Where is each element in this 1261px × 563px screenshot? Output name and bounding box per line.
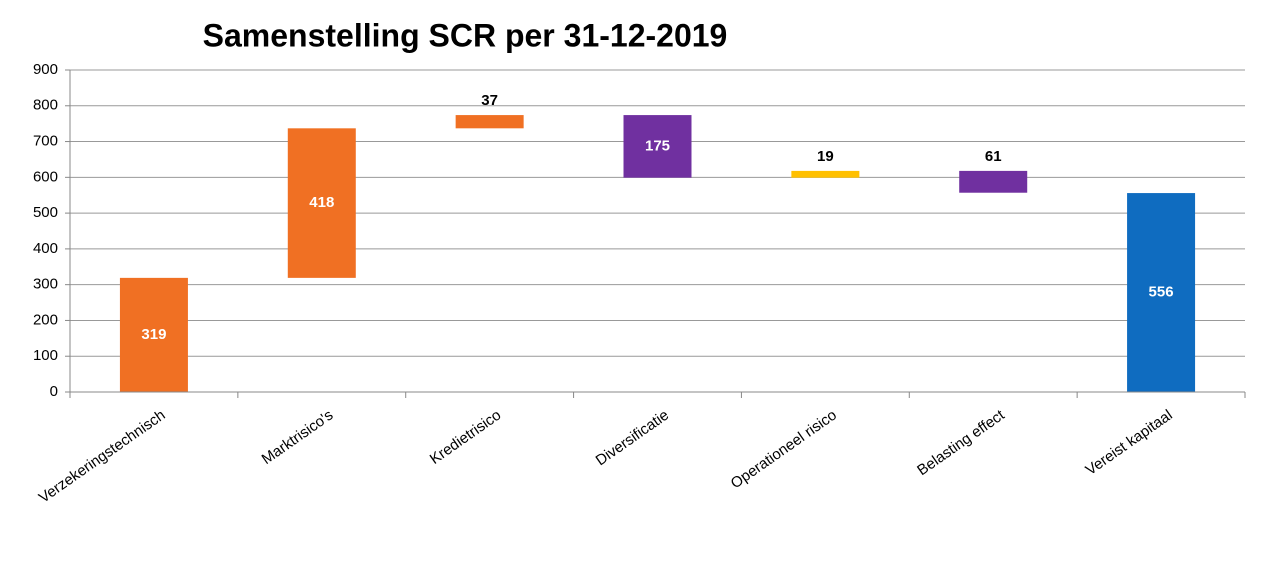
y-tick-label: 100 bbox=[33, 347, 58, 364]
bar bbox=[455, 115, 524, 129]
y-tick-label: 200 bbox=[33, 311, 58, 328]
value-label: 418 bbox=[309, 194, 334, 211]
value-label: 319 bbox=[141, 326, 166, 343]
value-label: 556 bbox=[1149, 284, 1174, 301]
x-tick-label: Belasting effect bbox=[914, 406, 1008, 479]
bar bbox=[791, 170, 860, 178]
y-tick-label: 900 bbox=[33, 61, 58, 78]
x-tick-label: Vereist kapitaal bbox=[1083, 407, 1176, 479]
y-tick-label: 500 bbox=[33, 204, 58, 221]
value-label: 19 bbox=[817, 148, 834, 165]
chart-title: Samenstelling SCR per 31-12-2019 bbox=[203, 17, 728, 53]
y-tick-label: 800 bbox=[33, 97, 58, 114]
x-tick-label: Operationeel risico bbox=[728, 407, 840, 493]
bar bbox=[287, 128, 356, 278]
x-tick-label: Marktrisico's bbox=[259, 407, 337, 468]
bar bbox=[1127, 193, 1196, 392]
value-label: 61 bbox=[985, 148, 1002, 165]
y-tick-label: 0 bbox=[50, 383, 58, 400]
bar bbox=[959, 170, 1028, 193]
y-tick-label: 700 bbox=[33, 133, 58, 150]
x-tick-label: Kredietrisico bbox=[427, 407, 504, 468]
bar bbox=[623, 115, 692, 178]
y-tick-label: 300 bbox=[33, 276, 58, 293]
bar bbox=[119, 277, 188, 392]
y-tick-label: 600 bbox=[33, 168, 58, 185]
x-tick-label: Diversificatie bbox=[593, 407, 672, 470]
y-tick-label: 400 bbox=[33, 240, 58, 257]
value-label: 37 bbox=[481, 92, 498, 109]
x-tick-label: Verzekeringstechnisch bbox=[36, 407, 169, 507]
value-label: 175 bbox=[645, 137, 670, 154]
